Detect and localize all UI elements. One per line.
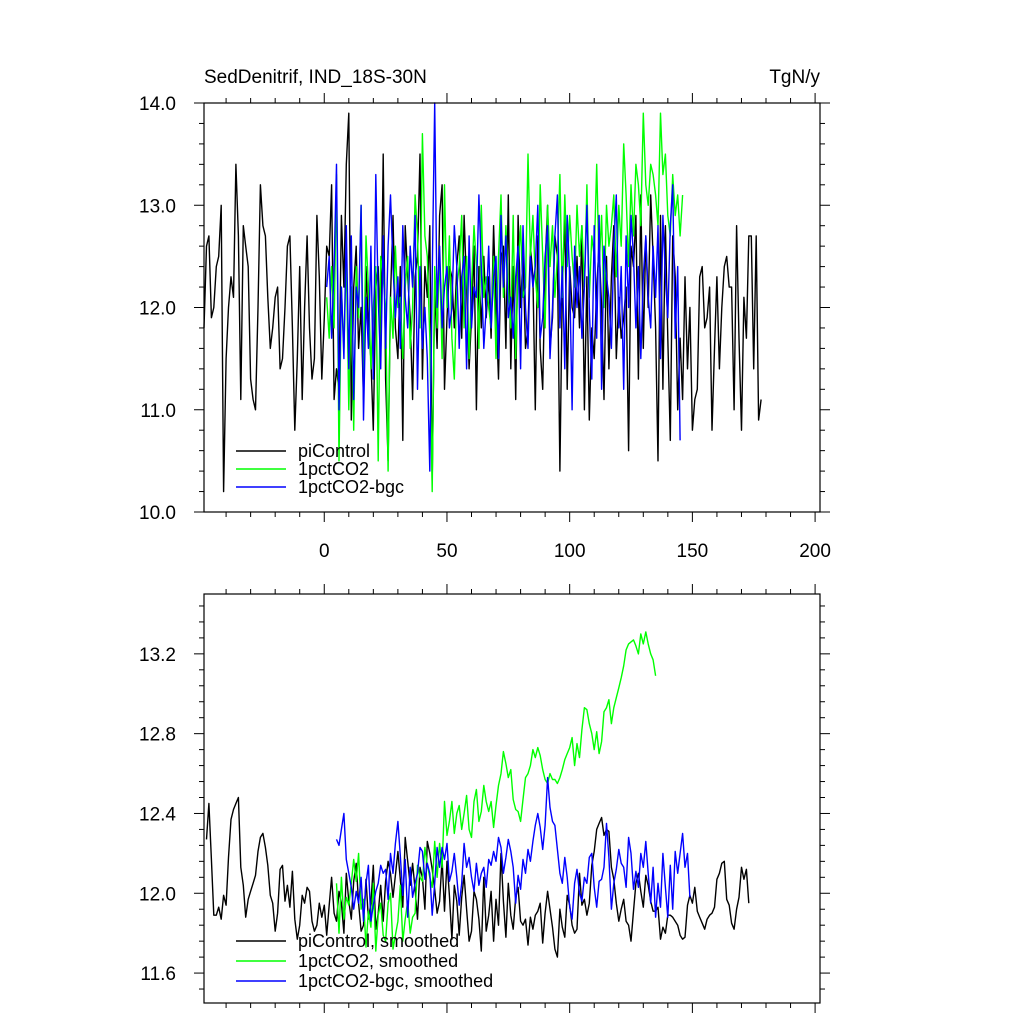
series-line-picontrol-smoothed [205,796,750,958]
chart-units: TgN/y [769,67,820,88]
y-tick-label: 12.0 [139,299,176,320]
series-line-1pctco2-smoothed [335,631,657,952]
y-tick-label: 10.0 [139,503,176,524]
y-tick-label: 14.0 [139,94,176,115]
legend-label: 1pctCO2-bgc, smoothed [298,971,493,991]
x-tick-label: 150 [677,541,709,562]
x-tick-label: 100 [554,541,586,562]
legend-label: 1pctCO2 [298,459,369,479]
y-tick-label: 11.0 [140,401,176,422]
legend-label: piControl, smoothed [298,931,459,951]
series-line-1pctco2-bgc [326,102,681,472]
legend-label: 1pctCO2-bgc [298,477,404,497]
top-panel: 0 50 100 150 200 10.0 11.0 12.0 13.0 14.0 SedDenit… [139,67,831,562]
legend-label: piControl [298,441,370,461]
y-tick-label: 12.8 [139,725,176,746]
plot-frame [203,593,821,1004]
y-tick-label: 13.0 [139,196,176,217]
y-tick-label: 12.0 [139,884,176,905]
y-tick-label: 11.6 [140,964,176,985]
x-tick-label: 200 [799,541,831,562]
y-tick-label: 13.2 [139,645,176,666]
legend-label: 1pctCO2, smoothed [298,951,458,971]
chart-title: SedDenitrif, IND_18S-30N [204,67,427,88]
y-tick-label: 12.4 [139,804,176,825]
x-tick-label: 0 [319,541,330,562]
x-tick-label: 50 [436,541,457,562]
series-line-1pctco2-bgc-smoothed [335,776,691,922]
